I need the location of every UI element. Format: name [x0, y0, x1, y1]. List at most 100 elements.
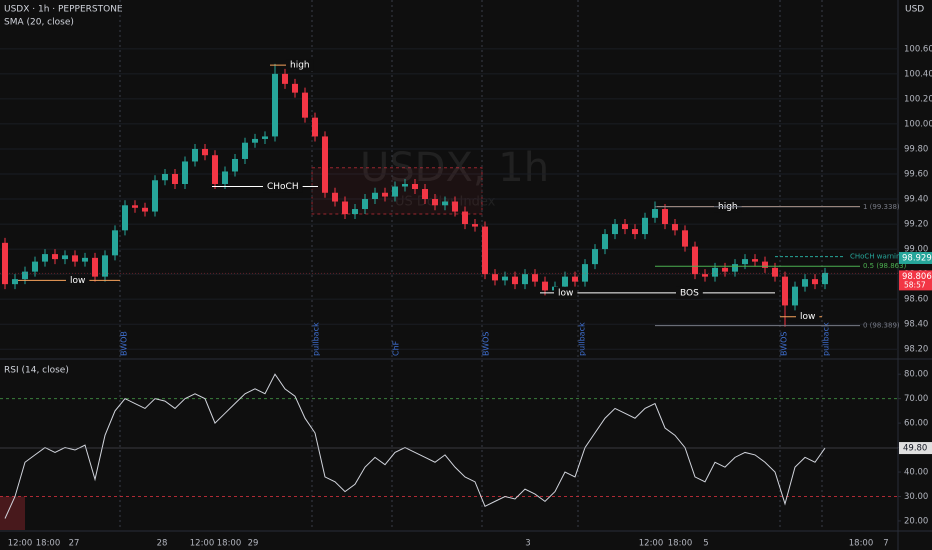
y-tick-label: 70.00: [904, 394, 928, 404]
candle-body: [2, 242, 8, 285]
candle-body: [642, 217, 648, 235]
candle-body: [412, 184, 418, 190]
candle-body: [542, 281, 548, 291]
candle-body: [772, 267, 778, 277]
x-tick-label: 12:00: [8, 539, 33, 549]
candle-body: [362, 199, 368, 210]
y-tick-label: 100.40: [904, 69, 932, 79]
candle-body: [372, 192, 378, 200]
price-label: 98.929: [902, 253, 932, 263]
candle-body: [582, 264, 588, 282]
candle-body: [802, 279, 808, 287]
candle-body: [322, 136, 328, 193]
label-bg: [66, 274, 90, 287]
y-tick-label: 60.00: [904, 419, 928, 429]
candle-body: [242, 142, 248, 159]
level-label: BOS: [680, 288, 699, 298]
label-bg: [676, 286, 703, 299]
x-tick-label: 12:00: [190, 539, 215, 549]
candle-body: [502, 276, 508, 281]
candle-body: [532, 274, 538, 282]
candle-body: [782, 276, 788, 306]
candle-body: [52, 254, 58, 260]
candle-body: [822, 272, 828, 285]
candle-body: [622, 224, 628, 230]
candle-body: [172, 173, 178, 185]
marker-label: BWOB: [120, 331, 129, 356]
y-tick-label: 20.00: [904, 516, 928, 526]
level-label: low: [70, 276, 85, 286]
candle-body: [42, 254, 48, 262]
x-tick-label: 27: [69, 539, 80, 549]
candle-body: [202, 148, 208, 156]
label-bg: [286, 59, 314, 72]
candle-body: [722, 267, 728, 272]
price-label-bg: [899, 270, 932, 291]
candle-body: [22, 271, 28, 280]
level-label: CHoCH: [267, 182, 299, 192]
y-tick-label: 99.00: [904, 245, 928, 255]
candle-body: [662, 209, 668, 225]
candle-body: [472, 224, 478, 227]
candle-body: [72, 255, 78, 262]
y-tick-label: 99.40: [904, 195, 928, 205]
candle-body: [312, 117, 318, 137]
y-tick-label: 100.60: [904, 44, 932, 54]
candle-body: [462, 211, 468, 225]
marker-label: pullback: [312, 322, 321, 356]
marker-label: ChF: [392, 340, 401, 356]
candle-body: [612, 224, 618, 235]
level-label: low: [558, 288, 573, 298]
candle-body: [682, 230, 688, 247]
candle-body: [482, 226, 488, 275]
y-tick-label: 30.00: [904, 492, 928, 502]
last-value-bg: [899, 442, 932, 455]
label-bg: [796, 310, 820, 323]
candle-body: [812, 279, 818, 285]
candle-body: [732, 264, 738, 272]
candle-body: [182, 161, 188, 185]
candle-body: [742, 259, 748, 265]
candle-body: [222, 171, 228, 185]
last-value-label: 49.80: [903, 444, 927, 454]
candle-body: [332, 192, 338, 202]
candle-body: [712, 267, 718, 277]
candle-body: [562, 276, 568, 287]
x-tick-label: 18:00: [849, 539, 874, 549]
candle-body: [262, 136, 268, 139]
candle-body: [512, 276, 518, 285]
candle-body: [162, 173, 168, 181]
candle-body: [602, 234, 608, 250]
x-tick-label: 29: [248, 539, 259, 549]
rsi-title: RSI (14, close): [4, 366, 69, 376]
candle-body: [702, 274, 708, 277]
label-bg: [263, 180, 303, 193]
symbol: USDX · 1h · PEPPERSTONE: [4, 5, 123, 15]
candle-body: [252, 138, 258, 143]
indicator: SMA (20, close): [4, 18, 74, 28]
candle-body: [132, 205, 138, 208]
x-tick-label: 3: [525, 539, 530, 549]
candle-body: [672, 224, 678, 231]
candle-body: [632, 229, 638, 235]
candle-body: [282, 73, 288, 84]
y-tick-label: 99.80: [904, 144, 928, 154]
countdown: 58:57: [904, 280, 926, 289]
y-tick-label: 100.00: [904, 119, 932, 129]
candle-body: [122, 205, 128, 231]
candle-body: [82, 257, 88, 262]
price-label: 98.806: [902, 272, 932, 282]
marker-label: pullback: [822, 322, 831, 356]
candle-body: [432, 199, 438, 206]
y-tick-label: 100.20: [904, 94, 932, 104]
candle-body: [422, 189, 428, 200]
candle-body: [102, 255, 108, 277]
label-bg: [554, 286, 578, 299]
candle-body: [392, 186, 398, 197]
candle-body: [352, 209, 358, 215]
x-tick-label: 5: [703, 539, 708, 549]
candle-body: [272, 73, 278, 137]
